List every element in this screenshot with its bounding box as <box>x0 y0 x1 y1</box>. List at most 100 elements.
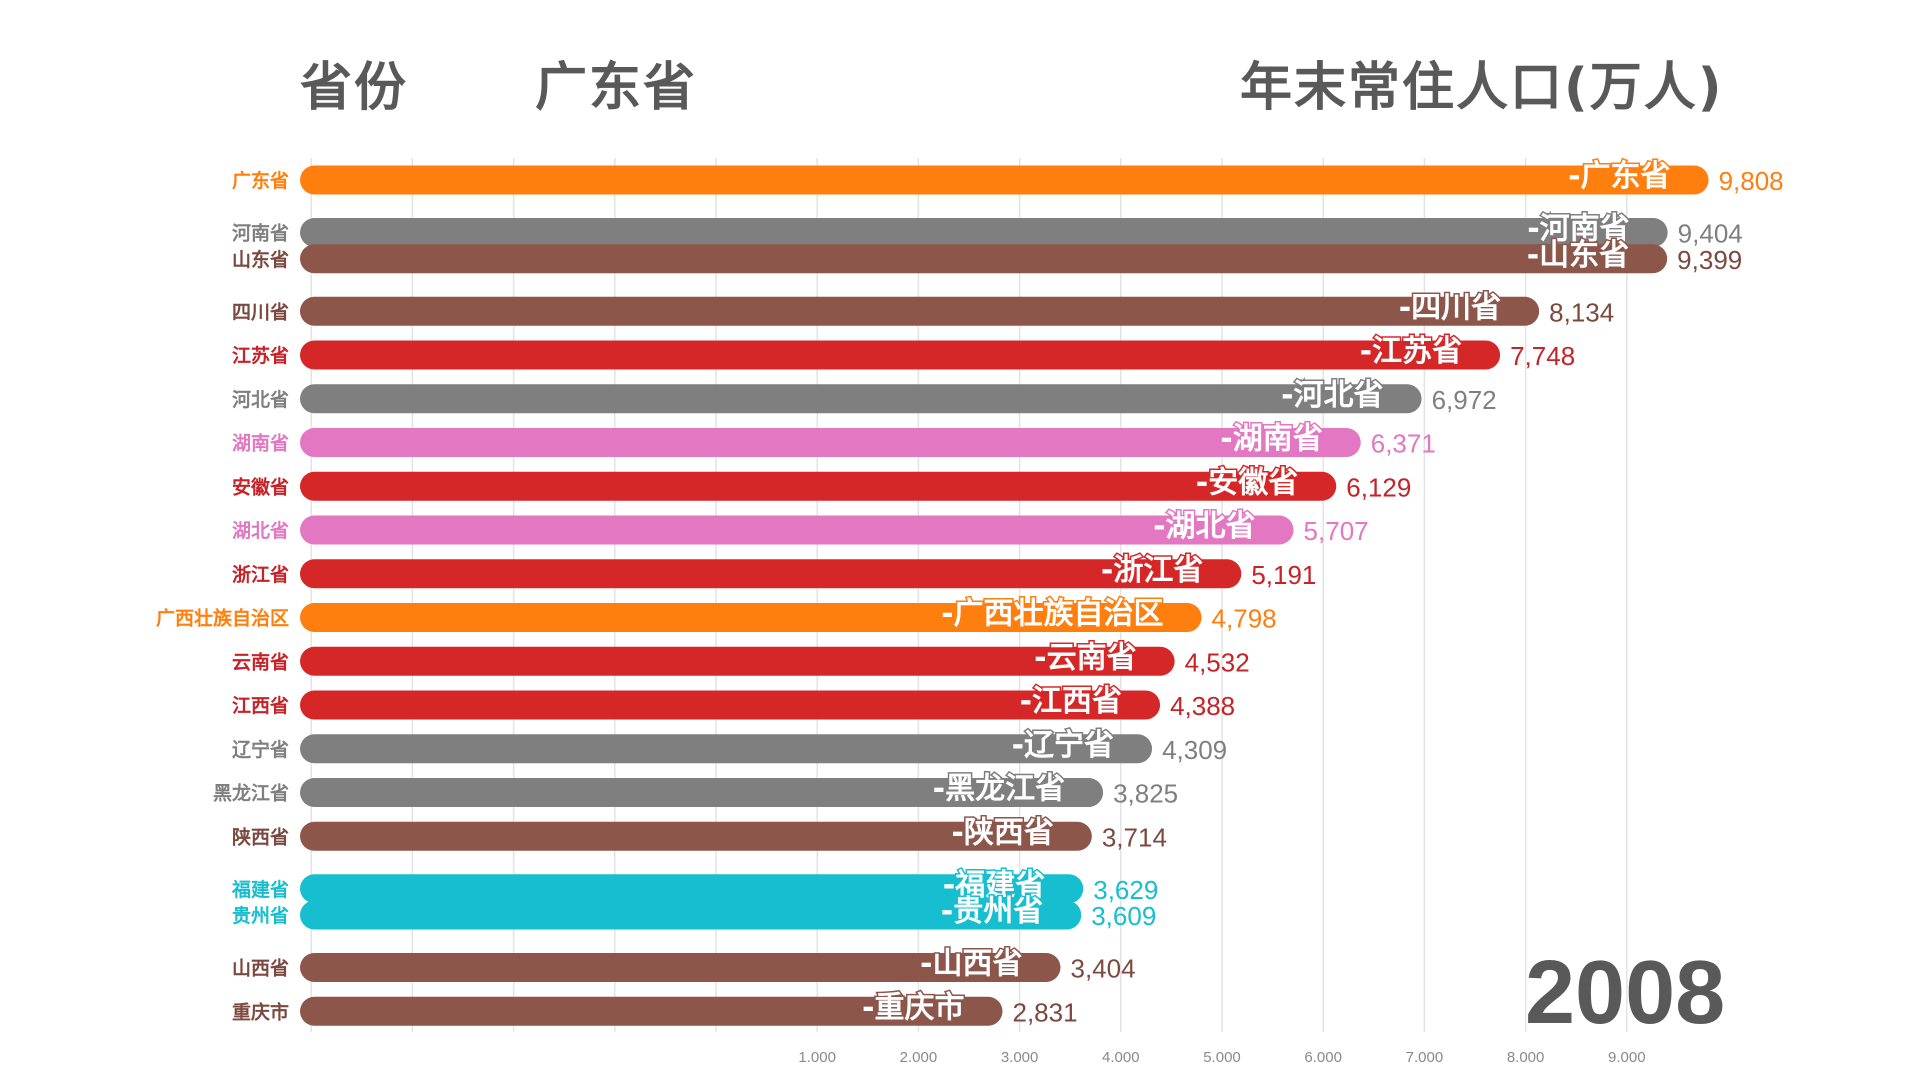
value-label: 6,129 <box>1346 472 1411 502</box>
bar <box>300 218 1668 247</box>
bar-row: 四川省 -四川省 8,134 <box>232 289 1614 328</box>
bar <box>300 900 1082 930</box>
x-tick-label: 8.000 <box>1507 1049 1545 1066</box>
row-label: 湖北省 <box>232 520 289 542</box>
metric-header: 年末常住人口(万人) <box>1240 58 1724 118</box>
bar <box>300 996 1003 1026</box>
bar-label: -河南省 <box>1527 212 1629 247</box>
row-label: 贵州省 <box>232 905 289 927</box>
bar-row: 福建省 -福建省 3,629 <box>231 866 1158 905</box>
bar-row: 辽宁省 -辽宁省 4,309 <box>232 726 1227 765</box>
bar-label: -辽宁省 <box>1012 728 1114 763</box>
row-label: 江苏省 <box>232 344 289 367</box>
bar-label: -湖北省 <box>1153 509 1255 544</box>
bar-label: -重庆市 <box>862 990 964 1025</box>
value-label: 4,388 <box>1170 691 1235 721</box>
value-label: 9,404 <box>1678 219 1743 249</box>
bar <box>300 953 1061 982</box>
bar-row: 安徽省 -安徽省 6,129 <box>232 464 1411 503</box>
value-label: 9,399 <box>1677 245 1742 275</box>
bar-label: -湖南省 <box>1220 422 1322 457</box>
x-tick-label: 3.000 <box>1001 1049 1039 1066</box>
bar-label: -贵州省 <box>941 894 1043 929</box>
value-label: 3,629 <box>1093 875 1158 905</box>
bar <box>300 690 1161 720</box>
bar <box>300 874 1084 904</box>
value-label: 3,609 <box>1091 901 1156 931</box>
year-label: 2008 <box>1525 943 1726 1043</box>
x-tick-label: 4.000 <box>1102 1049 1140 1066</box>
bar <box>300 603 1202 632</box>
bar-row: 湖南省 -湖南省 6,371 <box>232 420 1436 459</box>
x-tick-label: 1.000 <box>798 1049 836 1066</box>
bar <box>300 559 1242 589</box>
bar-label: -陕西省 <box>951 815 1053 850</box>
value-label: 4,532 <box>1185 647 1250 677</box>
row-label: 重庆市 <box>232 1000 289 1023</box>
bar-row: 陕西省 -陕西省 3,714 <box>232 814 1167 853</box>
row-label: 广东省 <box>232 169 289 192</box>
row-label: 辽宁省 <box>232 738 289 761</box>
bar-label: -云南省 <box>1034 640 1136 675</box>
value-label: 8,134 <box>1549 297 1614 327</box>
value-label: 5,707 <box>1304 516 1369 546</box>
bar-label: -广东省 <box>1568 159 1670 194</box>
row-label: 安徽省 <box>232 475 289 498</box>
bar-row: 黑龙江省 -黑龙江省 3,825 <box>213 770 1178 809</box>
value-label: 4,309 <box>1162 735 1227 765</box>
x-tick-label: 7.000 <box>1406 1049 1444 1066</box>
value-label: 7,748 <box>1510 341 1575 371</box>
bar-row: 广东省 -广东省 9,808 <box>232 158 1784 197</box>
bar-label: -山西省 <box>920 947 1022 982</box>
bar <box>300 734 1153 764</box>
row-label: 浙江省 <box>232 563 289 586</box>
bar <box>300 244 1668 274</box>
bar-row: 湖北省 -湖北省 5,707 <box>232 508 1369 547</box>
bar-row: 山西省 -山西省 3,404 <box>232 945 1136 984</box>
value-label: 3,404 <box>1070 954 1135 984</box>
value-label: 3,714 <box>1102 822 1167 852</box>
value-label: 9,808 <box>1719 166 1784 196</box>
bar-row: 广西壮族自治区 -广西壮族自治区 4,798 <box>156 595 1277 634</box>
bar <box>300 778 1104 807</box>
bar-label: -黑龙江省 <box>933 772 1065 807</box>
bar <box>300 471 1337 501</box>
bar-row: 重庆市 -重庆市 2,831 <box>232 989 1078 1028</box>
row-label: 山东省 <box>232 248 289 271</box>
bar-row: 云南省 -云南省 4,532 <box>232 639 1250 678</box>
bar-row: 河南省 -河南省 9,404 <box>232 210 1743 249</box>
x-axis-ticks: 1.000 2.000 3.000 4.000 5.000 6.000 7.000 8.000… <box>798 1049 1645 1066</box>
value-label: 4,798 <box>1212 604 1277 634</box>
value-label: 3,825 <box>1113 779 1178 809</box>
row-label: 云南省 <box>232 651 289 673</box>
value-label: 6,972 <box>1432 385 1497 415</box>
x-tick-label: 5.000 <box>1203 1049 1241 1066</box>
row-label: 福建省 <box>231 878 289 901</box>
value-label: 6,371 <box>1371 429 1436 459</box>
x-tick-label: 9.000 <box>1608 1049 1646 1066</box>
bar-label: -安徽省 <box>1196 465 1298 500</box>
bar <box>300 515 1294 545</box>
x-tick-label: 2.000 <box>900 1049 938 1066</box>
bar <box>300 384 1422 414</box>
bar-row: 河北省 -河北省 6,972 <box>232 376 1497 415</box>
bar-row: 山东省 -山东省 9,399 <box>232 236 1742 275</box>
bar-row: 江苏省 -江苏省 7,748 <box>232 333 1575 372</box>
x-tick-label: 6.000 <box>1304 1049 1342 1066</box>
bar <box>300 296 1540 326</box>
bar-label: -山东省 <box>1527 238 1629 273</box>
bar <box>300 646 1175 676</box>
leader-header: 广东省 <box>535 58 698 118</box>
bar <box>300 165 1709 195</box>
row-label: 陕西省 <box>232 825 289 848</box>
row-label: 四川省 <box>232 301 289 323</box>
bar-row: 江西省 -江西省 4,388 <box>232 683 1235 722</box>
bar-label: -广西壮族自治区 <box>941 597 1163 632</box>
row-label: 广西壮族自治区 <box>156 607 289 630</box>
bar-label: -河北省 <box>1281 378 1383 413</box>
bar-label: -浙江省 <box>1101 553 1203 588</box>
row-label: 黑龙江省 <box>213 782 289 805</box>
bar-label: -江西省 <box>1020 684 1122 719</box>
row-label: 河南省 <box>232 223 289 245</box>
value-label: 5,191 <box>1251 560 1316 590</box>
